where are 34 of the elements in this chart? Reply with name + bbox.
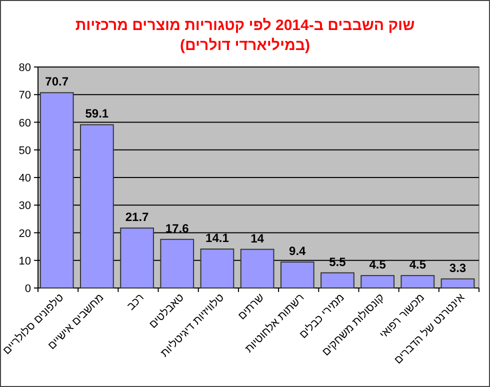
y-tick-label: 60 [18, 117, 31, 130]
data-label: 14 [250, 231, 264, 246]
y-tick-label: 40 [18, 172, 31, 184]
data-label: 4.5 [409, 258, 426, 272]
y-tick-label: 70 [18, 90, 31, 102]
bar [360, 275, 395, 288]
bar [120, 228, 154, 288]
bar [320, 272, 354, 288]
x-tick-label: שרתים [236, 292, 267, 322]
bar [40, 92, 74, 288]
data-label: 59.1 [85, 106, 109, 121]
data-label: 70.7 [45, 74, 69, 89]
y-tick-label: 20 [18, 228, 31, 240]
data-label: 4.5 [369, 258, 386, 272]
bar [280, 262, 314, 288]
chart-title: שוק השבבים ב-2014 לפי קטגוריות מוצרים מרכזיות [75, 17, 415, 34]
bar [80, 124, 114, 288]
y-tick-label: 50 [18, 144, 31, 157]
data-label: 21.7 [125, 210, 150, 224]
x-tick-label: רכב [125, 292, 146, 313]
y-tick-label: 0 [24, 283, 31, 295]
y-tick-label: 30 [18, 200, 31, 212]
bar [160, 238, 194, 288]
bar [400, 275, 435, 288]
data-label: 9.4 [289, 244, 306, 258]
bar [240, 248, 274, 288]
data-label: 3.3 [449, 260, 466, 275]
chart-subtitle: (במיליארדי דולרים) [180, 37, 310, 54]
bar [200, 248, 234, 288]
y-tick-label: 10 [18, 255, 31, 268]
bar [440, 278, 475, 288]
data-label: 17.6 [165, 221, 190, 236]
y-tick-label: 80 [18, 62, 31, 74]
data-label: 14.1 [206, 231, 230, 246]
